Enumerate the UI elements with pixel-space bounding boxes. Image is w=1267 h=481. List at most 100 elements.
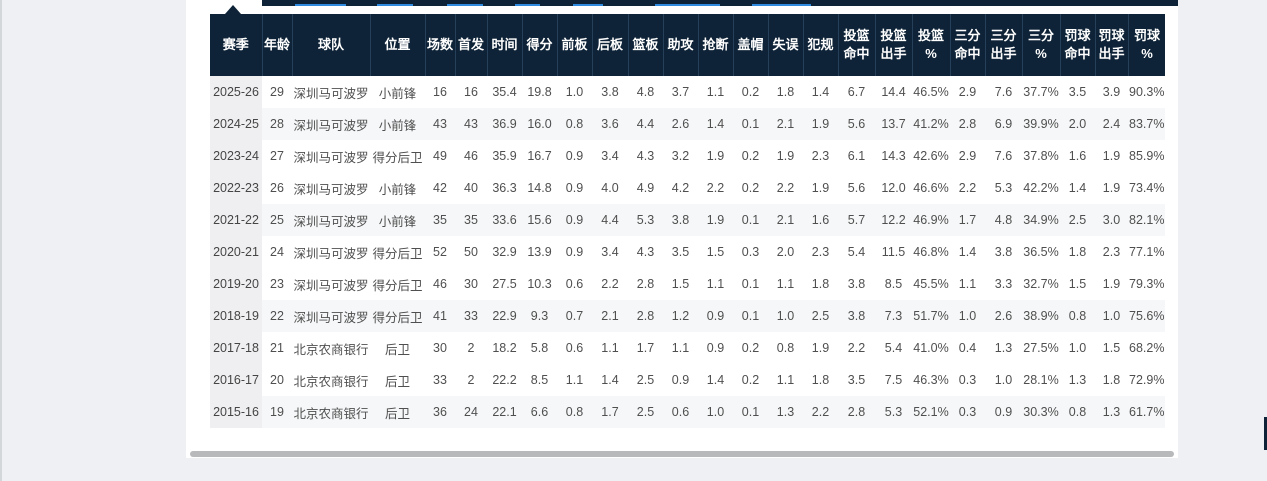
stat-cell: 46.3% bbox=[913, 373, 949, 387]
stat-cell: 北京农商银行 bbox=[293, 342, 369, 357]
stat-cell: 1.9 bbox=[1102, 149, 1121, 163]
stat-cell: 9.3 bbox=[530, 309, 549, 323]
column-header-19: 三分 命中 bbox=[949, 14, 985, 76]
stat-cell: 1.7 bbox=[958, 213, 977, 227]
season-cell: 2022-23 bbox=[210, 172, 262, 204]
stat-cell: 36.3 bbox=[492, 181, 517, 195]
stat-cell: 14.3 bbox=[881, 149, 906, 163]
season-cell: 2015-16 bbox=[210, 396, 262, 428]
stat-cell: 35.9 bbox=[492, 149, 517, 163]
stat-cell: 0.2 bbox=[741, 85, 760, 99]
stat-cell: 61.7% bbox=[1129, 405, 1165, 419]
stat-cell: 14.8 bbox=[527, 181, 552, 195]
stat-cell: 40 bbox=[464, 181, 478, 195]
stat-cell: 1.3 bbox=[776, 405, 795, 419]
stat-cell: 1.9 bbox=[706, 149, 725, 163]
top-nav-strip[interactable] bbox=[262, 0, 1178, 6]
stat-cell: 2.2 bbox=[706, 181, 725, 195]
stat-cell: 得分后卫 bbox=[372, 150, 423, 165]
stat-cell: 北京农商银行 bbox=[293, 406, 369, 421]
stat-cell: 1.5 bbox=[1068, 277, 1087, 291]
stat-cell: 3.2 bbox=[671, 149, 690, 163]
season-row-2015-16: 2015-16 19 北京农商银行 后卫 36 24 22.1 6.6 0.8 1.7 2.5 0.6… bbox=[210, 396, 1166, 428]
column-header-8: 前板 bbox=[556, 14, 592, 76]
stat-cell: 46.8% bbox=[913, 245, 949, 259]
stat-cell: 1.9 bbox=[706, 213, 725, 227]
stat-cell: 43 bbox=[464, 117, 478, 131]
stat-cell: 0.9 bbox=[994, 405, 1013, 419]
stat-cell: 1.1 bbox=[706, 85, 725, 99]
stat-cell: 42.2% bbox=[1023, 181, 1059, 195]
stat-cell: 43 bbox=[433, 117, 447, 131]
stat-cell: 24 bbox=[270, 245, 284, 259]
stat-cell: 0.3 bbox=[958, 373, 977, 387]
stat-cell: 6.1 bbox=[847, 149, 866, 163]
column-header-22: 罚球 命中 bbox=[1059, 14, 1095, 76]
stat-cell: 1.5 bbox=[706, 245, 725, 259]
stat-cell: 35 bbox=[433, 213, 447, 227]
stat-cell: 1.4 bbox=[601, 373, 619, 387]
season-row-2025-26: 2025-26 29 深圳马可波罗 小前锋 16 16 35.4 19.8 1.0 3.8 4.8 3… bbox=[210, 76, 1166, 108]
stat-cell: 5.3 bbox=[994, 181, 1013, 195]
stat-cell: 4.4 bbox=[601, 213, 619, 227]
stat-cell: 得分后卫 bbox=[372, 246, 423, 261]
stat-cell: 1.8 bbox=[1102, 373, 1121, 387]
stat-cell: 30.3% bbox=[1023, 405, 1059, 419]
stat-cell: 0.3 bbox=[741, 245, 760, 259]
stat-cell: 4.4 bbox=[636, 117, 655, 131]
stat-cell: 0.9 bbox=[706, 341, 725, 355]
stat-cell: 2.9 bbox=[958, 85, 977, 99]
stat-cell: 5.8 bbox=[530, 341, 549, 355]
stat-cell: 0.3 bbox=[958, 405, 977, 419]
stat-cell: 7.6 bbox=[994, 85, 1013, 99]
stat-cell: 0.9 bbox=[671, 373, 690, 387]
stat-cell: 0.8 bbox=[565, 405, 584, 419]
stat-cell: 0.1 bbox=[741, 213, 760, 227]
stat-cell: 1.6 bbox=[1068, 149, 1087, 163]
stat-cell: 39.9% bbox=[1023, 117, 1059, 131]
header-row: 赛季 年龄 球队 位置 场数 首发 时间 得分 前板 后板 篮板 助攻 抢断 盖帽 失误 犯规 投篮 命中 投篮 … bbox=[210, 14, 1166, 76]
stat-cell: 0.8 bbox=[565, 117, 584, 131]
stat-cell: 得分后卫 bbox=[372, 310, 423, 325]
right-edge-floating-handle[interactable] bbox=[1264, 417, 1267, 450]
stat-cell: 35 bbox=[464, 213, 478, 227]
stat-cell: 0.1 bbox=[741, 277, 760, 291]
stat-cell: 3.0 bbox=[1102, 213, 1121, 227]
stat-cell: 1.9 bbox=[811, 341, 830, 355]
player-season-stats-table: 赛季 年龄 球队 位置 场数 首发 时间 得分 前板 后板 篮板 助攻 抢断 盖帽 失误 犯规 投篮 命中 投篮 … bbox=[210, 14, 1166, 428]
stat-cell: 30 bbox=[464, 277, 478, 291]
stat-cell: 2.9 bbox=[958, 149, 977, 163]
stat-cell: 2.5 bbox=[636, 405, 655, 419]
stat-cell: 72.9% bbox=[1129, 373, 1165, 387]
column-header-2: 球队 bbox=[291, 14, 370, 76]
stat-cell: 32.7% bbox=[1023, 277, 1059, 291]
stat-cell: 42 bbox=[433, 181, 447, 195]
season-cell: 2023-24 bbox=[210, 140, 262, 172]
stat-cell: 2.5 bbox=[1068, 213, 1087, 227]
column-header-23: 罚球 出手 bbox=[1094, 14, 1128, 76]
stat-cell: 6.9 bbox=[994, 117, 1013, 131]
stat-cell: 1.3 bbox=[994, 341, 1013, 355]
stat-cell: 0.9 bbox=[565, 213, 584, 227]
stat-cell: 小前锋 bbox=[378, 182, 417, 197]
stat-cell: 深圳马可波罗 bbox=[293, 86, 369, 101]
column-header-9: 后板 bbox=[591, 14, 628, 76]
season-row-2016-17: 2016-17 20 北京农商银行 后卫 33 2 22.2 8.5 1.1 1.4 2.5 0.9 1… bbox=[210, 364, 1166, 396]
stat-cell: 1.0 bbox=[958, 309, 977, 323]
stat-cell: 22 bbox=[270, 309, 284, 323]
stat-cell: 51.7% bbox=[913, 309, 949, 323]
stat-cell: 5.7 bbox=[847, 213, 866, 227]
stat-cell: 4.3 bbox=[636, 149, 655, 163]
stat-cell: 3.4 bbox=[601, 245, 619, 259]
stat-cell: 25 bbox=[270, 213, 284, 227]
stat-cell: 深圳马可波罗 bbox=[293, 182, 369, 197]
horizontal-scrollbar-thumb[interactable] bbox=[190, 451, 1174, 457]
stat-cell: 2.3 bbox=[1102, 245, 1121, 259]
stat-cell: 2.3 bbox=[811, 245, 830, 259]
season-cell: 2021-22 bbox=[210, 204, 262, 236]
stat-cell: 1.2 bbox=[671, 309, 690, 323]
stat-cell: 后卫 bbox=[384, 406, 410, 421]
stat-cell: 4.8 bbox=[636, 85, 655, 99]
stat-cell: 1.9 bbox=[776, 149, 795, 163]
stat-cell: 后卫 bbox=[384, 342, 410, 357]
